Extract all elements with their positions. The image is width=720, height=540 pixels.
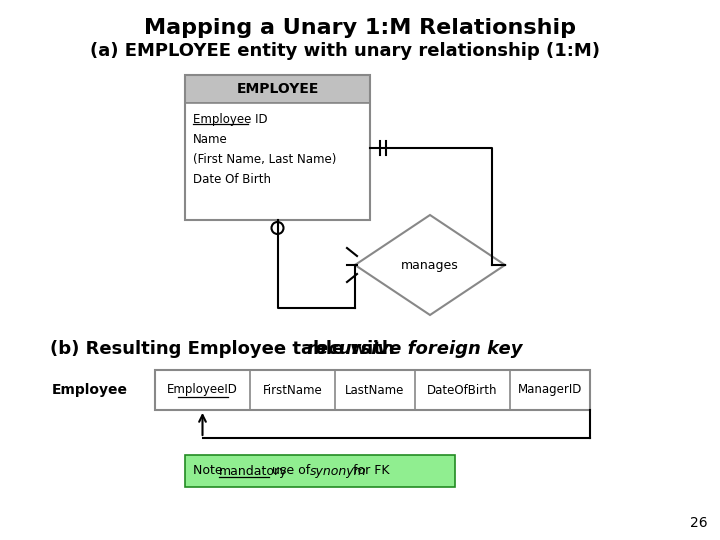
Text: synonym: synonym <box>310 464 367 477</box>
Text: DateOfBirth: DateOfBirth <box>427 383 498 396</box>
FancyBboxPatch shape <box>155 370 590 410</box>
Text: FirstName: FirstName <box>263 383 323 396</box>
Text: Employee: Employee <box>52 383 128 397</box>
Text: for FK: for FK <box>348 464 389 477</box>
Text: LastName: LastName <box>346 383 405 396</box>
FancyBboxPatch shape <box>185 455 455 487</box>
FancyBboxPatch shape <box>185 103 370 220</box>
Text: Mapping a Unary 1:M Relationship: Mapping a Unary 1:M Relationship <box>144 18 576 38</box>
Text: Name: Name <box>193 133 228 146</box>
Text: EMPLOYEE: EMPLOYEE <box>236 82 319 96</box>
Text: (a) EMPLOYEE entity with unary relationship (1:M): (a) EMPLOYEE entity with unary relations… <box>90 42 600 60</box>
Text: EmployeeID: EmployeeID <box>167 383 238 396</box>
Text: recursive foreign key: recursive foreign key <box>307 340 522 358</box>
Text: manages: manages <box>401 259 459 272</box>
Text: 26: 26 <box>690 516 708 530</box>
Text: Note: Note <box>193 464 227 477</box>
Text: (b) Resulting Employee table with: (b) Resulting Employee table with <box>50 340 401 358</box>
Polygon shape <box>355 215 505 315</box>
FancyBboxPatch shape <box>185 75 370 103</box>
Text: mandatory: mandatory <box>219 464 287 477</box>
Text: (First Name, Last Name): (First Name, Last Name) <box>193 153 336 166</box>
Text: Date Of Birth: Date Of Birth <box>193 173 271 186</box>
Text: use of: use of <box>269 464 315 477</box>
Text: Employee ID: Employee ID <box>193 113 268 126</box>
Text: ManagerID: ManagerID <box>518 383 582 396</box>
